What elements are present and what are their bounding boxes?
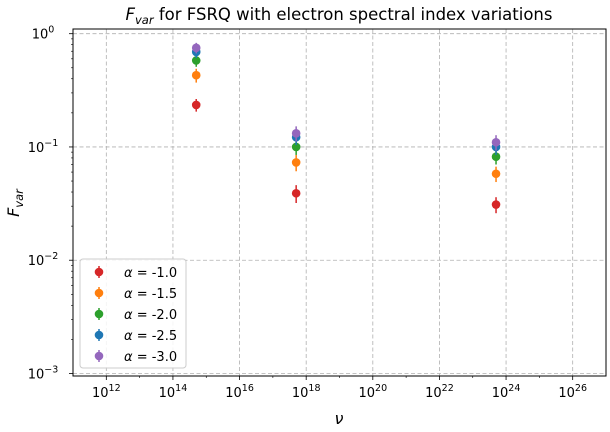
x-tick-label: 1012 — [92, 383, 121, 401]
legend-label: α = -2.5 — [124, 329, 177, 344]
ylabel-sub: var — [12, 188, 26, 208]
data-point — [491, 137, 501, 147]
chart-title: Fvar for FSRQ with electron spectral ind… — [126, 5, 553, 27]
x-tick-label-exp: 20 — [375, 383, 387, 394]
x-tick-label: 1016 — [225, 383, 254, 401]
y-tick-label: 100 — [32, 25, 55, 43]
legend-item-2: α = -1.5 — [94, 287, 177, 302]
series-1 — [191, 99, 501, 214]
x-tick-label-base: 10 — [92, 386, 109, 401]
legend-marker — [94, 330, 104, 340]
title-f: F — [126, 5, 136, 24]
legend-value: = -3.0 — [133, 350, 178, 365]
legend-value: = -1.5 — [133, 287, 178, 302]
y-tick-label-exp: −1 — [44, 138, 58, 149]
data-point — [491, 152, 501, 162]
plot-frame — [72, 28, 607, 377]
legend-label: α = -3.0 — [124, 350, 177, 365]
legend-item-5: α = -3.0 — [94, 350, 177, 365]
data-point — [291, 158, 301, 167]
series-3 — [191, 54, 501, 165]
legend-box — [79, 258, 187, 369]
legend-value: = -1.0 — [133, 266, 178, 281]
legend-marker — [94, 309, 104, 319]
x-tick-label-exp: 18 — [308, 383, 320, 394]
legend-alpha: α — [124, 287, 133, 302]
x-tick-label-base: 10 — [159, 386, 176, 401]
data-point — [191, 56, 201, 65]
y-tick-label-exp: −3 — [44, 364, 58, 375]
series-2 — [191, 68, 501, 183]
data-point — [191, 70, 201, 80]
legend-item-1: α = -1.0 — [94, 266, 177, 281]
x-tick-label: 1018 — [292, 383, 321, 401]
y-tick-label: 10−1 — [28, 138, 59, 156]
x-tick-label-base: 10 — [425, 386, 442, 401]
ylabel-f: F — [4, 207, 23, 217]
legend-label: α = -1.0 — [124, 266, 177, 281]
series-group — [191, 42, 501, 214]
data-point — [191, 43, 201, 53]
x-tick-label-base: 10 — [358, 386, 375, 401]
legend-label: α = -2.0 — [124, 308, 177, 323]
y-tick-label-base: 10 — [28, 141, 45, 156]
legend: α = -1.0α = -1.5α = -2.0α = -2.5α = -3.0 — [79, 258, 187, 369]
x-tick-label-base: 10 — [558, 386, 575, 401]
x-tick-label-exp: 26 — [575, 383, 587, 394]
data-point — [491, 200, 501, 209]
x-tick-label-exp: 22 — [442, 383, 454, 394]
legend-marker — [94, 267, 104, 277]
legend-alpha: α — [124, 350, 133, 365]
legend-label: α = -1.5 — [124, 287, 177, 302]
x-tick-label-exp: 16 — [242, 383, 254, 394]
x-tick-label: 1024 — [492, 383, 521, 401]
title-sub: var — [135, 13, 155, 27]
x-tick-label-base: 10 — [292, 386, 309, 401]
x-tick-label-base: 10 — [492, 386, 509, 401]
legend-item-4: α = -2.5 — [94, 329, 177, 344]
data-point — [191, 100, 201, 110]
x-axis-label: ν — [335, 409, 344, 428]
data-point — [291, 188, 301, 198]
title-rest: for FSRQ with electron spectral index va… — [154, 5, 553, 24]
y-tick-label-exp: 0 — [48, 25, 54, 36]
y-axis-label: Fvar — [4, 188, 26, 217]
y-tick-label-base: 10 — [28, 254, 45, 269]
y-tick-label-base: 10 — [32, 28, 49, 43]
x-tick-label-exp: 24 — [508, 383, 520, 394]
legend-alpha: α — [124, 308, 133, 323]
data-point — [291, 142, 301, 152]
series-5 — [191, 42, 501, 151]
legend-item-3: α = -2.0 — [94, 308, 177, 323]
x-tick-label-exp: 12 — [109, 383, 121, 394]
legend-marker — [94, 288, 104, 298]
x-tick-label: 1022 — [425, 383, 454, 401]
data-point — [491, 169, 501, 179]
x-tick-label: 1020 — [358, 383, 387, 401]
x-tick-label: 1026 — [558, 383, 587, 401]
x-axis-ticks: 1012 1014 1016 1018 1020 1022 1024 1026 — [92, 376, 587, 401]
x-tick-label: 1014 — [159, 383, 188, 401]
legend-marker — [94, 351, 104, 361]
x-tick-label-exp: 14 — [175, 383, 187, 394]
legend-value: = -2.5 — [133, 329, 178, 344]
y-tick-label-base: 10 — [28, 367, 45, 382]
y-tick-label: 10−2 — [28, 251, 59, 269]
legend-alpha: α — [124, 266, 133, 281]
series-4 — [191, 46, 501, 155]
y-tick-label: 10−3 — [28, 364, 59, 382]
legend-value: = -2.0 — [133, 308, 178, 323]
x-tick-label-base: 10 — [225, 386, 242, 401]
legend-alpha: α — [124, 329, 133, 344]
grid — [73, 29, 606, 376]
y-tick-label-exp: −2 — [44, 251, 58, 262]
data-point — [291, 128, 301, 138]
